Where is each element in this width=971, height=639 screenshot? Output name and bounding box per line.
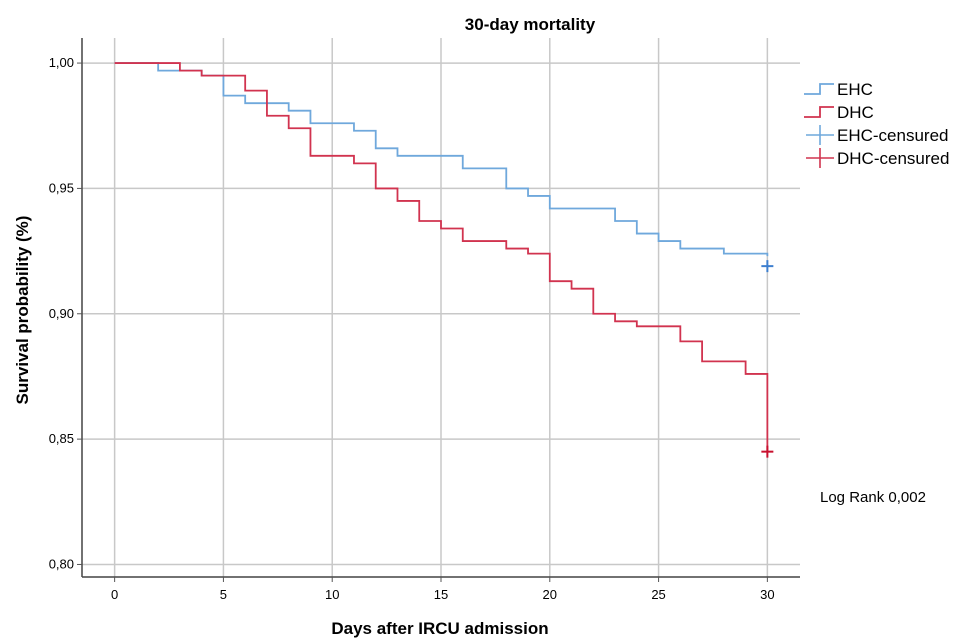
censored-markers xyxy=(761,260,774,458)
legend-swatch-step xyxy=(804,106,834,118)
y-axis-title: Survival probability (%) xyxy=(13,216,32,405)
x-tick-label: 30 xyxy=(760,587,774,602)
y-tick-label: 0,85 xyxy=(49,431,74,446)
legend-label: EHC-censured xyxy=(837,126,949,145)
legend-label: EHC xyxy=(837,80,873,99)
x-axis-title: Days after IRCU admission xyxy=(331,619,548,638)
x-ticks: 0 5 10 15 20 25 30 xyxy=(111,577,775,602)
x-tick-label: 5 xyxy=(220,587,227,602)
series-line-ehc xyxy=(114,62,769,257)
y-tick-label: 1,00 xyxy=(49,55,74,70)
legend-item-dhc: DHC xyxy=(804,103,874,122)
legend-swatch-step xyxy=(804,83,834,95)
legend-label: DHC xyxy=(837,103,874,122)
log-rank-annotation: Log Rank 0,002 xyxy=(820,489,926,506)
y-tick-label: 0,95 xyxy=(49,180,74,195)
censored-marker-ehc-censured xyxy=(761,260,774,273)
y-tick-label: 0,90 xyxy=(49,306,74,321)
x-tick-label: 20 xyxy=(543,587,557,602)
y-ticks: 0,80 0,85 0,90 0,95 1,00 xyxy=(49,55,82,571)
legend-item-ehc-censured: EHC-censured xyxy=(806,125,949,145)
x-tick-label: 10 xyxy=(325,587,339,602)
series-line-dhc xyxy=(114,62,769,452)
chart-title: 30-day mortality xyxy=(465,15,596,34)
x-tick-label: 25 xyxy=(651,587,665,602)
legend: EHC DHC EHC-censured DHC-censured xyxy=(804,80,949,168)
x-tick-label: 15 xyxy=(434,587,448,602)
grid xyxy=(82,38,800,577)
series-lines xyxy=(114,62,769,452)
y-tick-label: 0,80 xyxy=(49,556,74,571)
censored-marker-dhc-censured xyxy=(761,445,774,458)
legend-item-dhc-censured: DHC-censured xyxy=(806,148,949,168)
x-tick-label: 0 xyxy=(111,587,118,602)
legend-label: DHC-censured xyxy=(837,149,949,168)
legend-item-ehc: EHC xyxy=(804,80,873,99)
